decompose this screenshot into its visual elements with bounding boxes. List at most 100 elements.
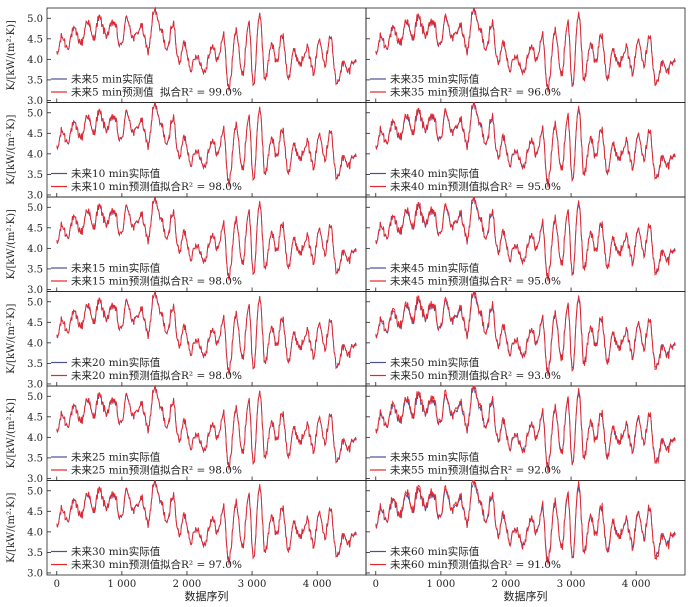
y-axis-label: K/[kW/(m²·K)] (6, 493, 17, 563)
fit-r2-label: 拟合R² = 92.0% (479, 464, 561, 477)
y-axis-label: K/[kW/(m²·K)] (6, 209, 17, 279)
y-tick-label: 3.5 (27, 359, 43, 370)
x-tick-label: 1 000 (427, 579, 456, 590)
series-predicted-line (56, 384, 357, 471)
y-tick-label: 5.0 (27, 486, 43, 497)
legend-label-actual: 未来10 min实际值 (71, 167, 161, 180)
y-tick-label: 3.0 (27, 568, 43, 579)
fit-r2-label: 拟合R² = 95.0% (479, 180, 561, 193)
legend-label-predicted: 未来5 min预测值 (71, 86, 154, 99)
y-tick-label: 3.5 (27, 264, 43, 275)
y-tick-label: 4.0 (27, 433, 43, 444)
legend-label-predicted: 未来25 min预测值 (71, 464, 161, 477)
legend-label-actual: 未来40 min实际值 (390, 167, 480, 180)
y-tick-label: 5.0 (27, 297, 43, 308)
panel-11: 3.0 3.5 4.0 4.5 5.0 0 1 000 2 000 3 000 4 000 未来30… (6, 479, 367, 603)
fit-r2-label: 拟合R² = 95.0% (479, 275, 561, 288)
y-tick-label: 3.0 (27, 474, 43, 485)
y-axis-label: K/[kW/(m²·K)] (6, 20, 17, 90)
y-axis-label: K/[kW/(m²·K)] (6, 115, 17, 185)
y-axis-label: K/[kW/(m²·K)] (6, 398, 17, 468)
fit-r2-label: 拟合R² = 98.0% (160, 180, 242, 193)
x-tick-label: 0 (54, 579, 60, 590)
legend-label-actual: 未来25 min实际值 (71, 451, 161, 464)
x-axis-label: 数据序列 (504, 589, 548, 603)
x-tick-label: 3 000 (238, 579, 267, 590)
legend-label-actual: 未来50 min实际值 (390, 356, 480, 369)
y-tick-label: 3.0 (27, 285, 43, 296)
panel-frame (365, 480, 686, 576)
legend-label-actual: 未来55 min实际值 (390, 451, 480, 464)
legend-label-actual: 未来35 min实际值 (390, 73, 480, 86)
series-predicted-line (375, 7, 676, 93)
legend-label-predicted: 未来10 min预测值 (71, 180, 161, 193)
y-tick-label: 3.0 (27, 190, 43, 201)
x-tick-label: 0 (373, 579, 379, 590)
series-predicted-line (375, 385, 676, 473)
series-predicted-line (56, 195, 357, 281)
legend-label-predicted: 未来15 min预测值 (71, 275, 161, 288)
y-tick-label: 5.0 (27, 14, 43, 25)
series-predicted-line (375, 102, 676, 188)
legend-label-predicted: 未来60 min预测值 (390, 558, 480, 571)
y-tick-label: 3.5 (27, 453, 43, 464)
y-tick-label: 3.5 (27, 548, 43, 559)
fit-r2-label: 拟合R² = 99.0% (160, 86, 242, 99)
series-predicted-line (375, 196, 676, 282)
y-tick-label: 5.0 (27, 203, 43, 214)
x-tick-label: 3 000 (557, 579, 586, 590)
y-tick-label: 4.5 (27, 223, 43, 234)
series-predicted-line (56, 289, 357, 376)
y-tick-label: 3.0 (27, 96, 43, 107)
fit-r2-label: 拟合R² = 93.0% (479, 369, 561, 382)
y-tick-label: 4.0 (27, 338, 43, 349)
legend-label-predicted: 未来55 min预测值 (390, 464, 480, 477)
y-tick-label: 4.0 (27, 527, 43, 538)
legend-label-predicted: 未来30 min预测值 (71, 558, 161, 571)
x-tick-label: 4 000 (622, 579, 651, 590)
series-predicted-line (375, 291, 676, 377)
y-tick-label: 4.0 (27, 244, 43, 255)
legend-label-predicted: 未来20 min预测值 (71, 369, 161, 382)
legend-label-actual: 未来15 min实际值 (71, 262, 161, 275)
x-tick-label: 4 000 (303, 579, 332, 590)
x-tick-label: 1 000 (108, 579, 137, 590)
legend-label-actual: 未来30 min实际值 (71, 545, 161, 558)
fit-r2-label: 拟合R² = 98.0% (160, 369, 242, 382)
y-tick-label: 3.0 (27, 379, 43, 390)
legend-label-actual: 未来5 min实际值 (71, 73, 154, 86)
legend-label-actual: 未来60 min实际值 (390, 545, 480, 558)
fit-r2-label: 拟合R² = 96.0% (479, 86, 561, 99)
series-predicted-line (375, 480, 676, 565)
y-tick-label: 4.5 (27, 412, 43, 423)
fit-r2-label: 拟合R² = 91.0% (479, 558, 561, 571)
series-predicted-line (56, 6, 357, 92)
legend-label-actual: 未来45 min实际值 (390, 262, 480, 275)
y-tick-label: 4.5 (27, 507, 43, 518)
y-tick-label: 3.5 (27, 170, 43, 181)
legend-label-predicted: 未来35 min预测值 (390, 86, 480, 99)
fit-r2-label: 拟合R² = 98.0% (160, 464, 242, 477)
series-predicted-line (56, 101, 357, 187)
